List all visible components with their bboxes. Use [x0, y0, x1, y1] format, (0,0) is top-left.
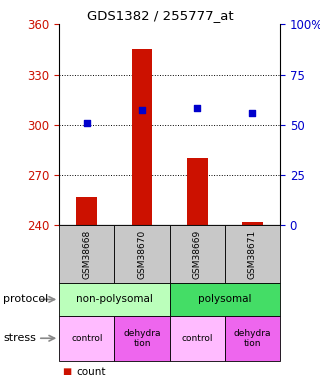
Bar — [187, 158, 208, 225]
Text: GSM38671: GSM38671 — [248, 230, 257, 279]
Text: dehydra
tion: dehydra tion — [234, 328, 271, 348]
FancyBboxPatch shape — [225, 225, 280, 283]
Text: GDS1382 / 255777_at: GDS1382 / 255777_at — [87, 9, 233, 22]
FancyBboxPatch shape — [115, 225, 170, 283]
Text: GSM38670: GSM38670 — [138, 230, 147, 279]
Text: protocol: protocol — [3, 294, 48, 304]
FancyBboxPatch shape — [170, 316, 225, 361]
FancyBboxPatch shape — [225, 316, 280, 361]
Text: polysomal: polysomal — [198, 294, 252, 304]
Text: control: control — [71, 334, 102, 343]
Point — [250, 110, 255, 116]
FancyBboxPatch shape — [59, 225, 115, 283]
Text: GSM38669: GSM38669 — [193, 230, 202, 279]
Text: ■: ■ — [62, 367, 72, 375]
FancyBboxPatch shape — [59, 283, 170, 316]
FancyBboxPatch shape — [59, 316, 115, 361]
FancyBboxPatch shape — [170, 225, 225, 283]
Bar — [242, 222, 263, 225]
Text: dehydra
tion: dehydra tion — [123, 328, 161, 348]
Text: non-polysomal: non-polysomal — [76, 294, 153, 304]
Text: GSM38668: GSM38668 — [82, 230, 91, 279]
FancyBboxPatch shape — [170, 283, 280, 316]
Bar — [132, 50, 153, 225]
Text: stress: stress — [3, 333, 36, 343]
Point — [84, 120, 89, 126]
Point — [195, 105, 200, 111]
FancyBboxPatch shape — [115, 316, 170, 361]
Text: control: control — [181, 334, 213, 343]
Text: count: count — [77, 367, 106, 375]
Bar — [76, 196, 97, 225]
Point — [140, 106, 145, 112]
